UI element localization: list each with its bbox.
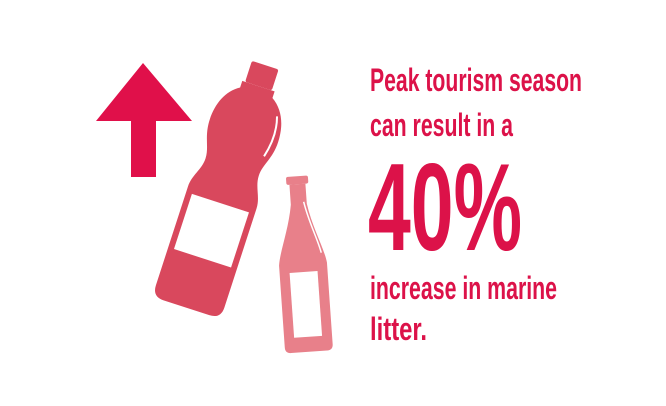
up-arrow-icon <box>96 63 192 177</box>
statistic-value: 40% <box>368 139 522 277</box>
bottle-label <box>173 193 249 268</box>
headline-line-3: increase in marine <box>370 270 557 306</box>
headline-line-2: can result in a <box>370 107 513 143</box>
plastic-bottle-icon <box>155 61 282 317</box>
bottle-label <box>289 271 323 338</box>
headline-line-4: litter. <box>370 311 427 347</box>
glass-bottle-icon <box>279 175 333 354</box>
headline-line-1: Peak tourism season <box>370 62 582 98</box>
